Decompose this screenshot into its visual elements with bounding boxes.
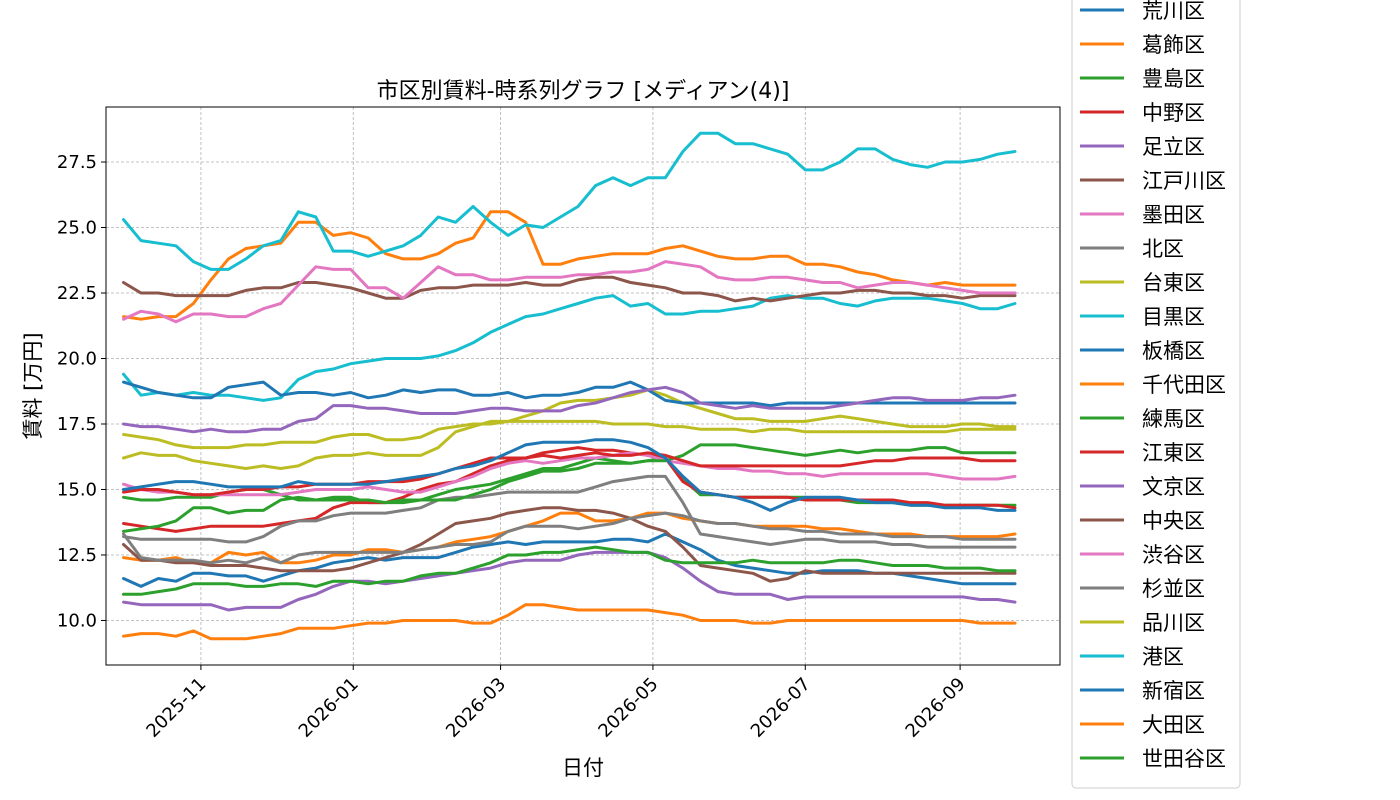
legend-label: 文京区	[1142, 475, 1205, 499]
grid-lines	[106, 107, 1060, 665]
legend-frame	[1071, 0, 1241, 789]
series-line-21	[122, 603, 1017, 641]
legend-label: 渋谷区	[1142, 543, 1205, 567]
series-line-7	[122, 474, 1017, 549]
x-tick-label: 2026-01	[295, 674, 363, 742]
series-line-20	[122, 438, 1017, 512]
y-tick-label: 20.0	[57, 348, 97, 369]
y-tick-label: 15.0	[57, 479, 97, 500]
y-axis-label: 賃料 [万円]	[21, 332, 45, 439]
legend-label: 台東区	[1142, 271, 1205, 295]
legend-label: 江東区	[1142, 441, 1205, 465]
legend-label: 品川区	[1142, 611, 1205, 635]
series-line-16	[122, 260, 1017, 324]
legend-label: 荒川区	[1142, 0, 1205, 23]
series-line-17	[122, 511, 1017, 565]
legend-label: 目黒区	[1142, 305, 1205, 329]
x-tick-label: 2026-09	[902, 674, 970, 742]
legend-label: 豊島区	[1142, 67, 1205, 91]
x-tick-label: 2026-05	[594, 674, 662, 742]
series-line-18	[122, 419, 1017, 450]
series-lines	[122, 131, 1017, 641]
legend-label: 板橋区	[1142, 339, 1205, 363]
series-line-5	[122, 506, 1017, 583]
x-tick-label: 2026-03	[442, 674, 510, 742]
legend-label: 杉並区	[1142, 577, 1205, 601]
legend-label: 大田区	[1142, 713, 1205, 737]
y-tick-label: 22.5	[57, 283, 97, 304]
legend-label: 港区	[1142, 645, 1184, 669]
y-tick-label: 10.0	[57, 610, 97, 631]
series-line-9	[122, 294, 1017, 402]
y-axis: 10.0 12.5 15.0 17.5 20.0 22.5 25.0 27.5	[57, 152, 106, 631]
legend-label: 江戸川区	[1142, 169, 1226, 193]
y-tick-label: 12.5	[57, 545, 97, 566]
x-tick-label: 2025-11	[142, 674, 210, 742]
x-axis: 2025-11 2026-01 2026-03 2026-05 2026-07 2026-…	[142, 665, 970, 742]
series-line-19	[122, 131, 1017, 271]
chart-title: 市区別賃料-時系列グラフ [メディアン(4)]	[377, 79, 790, 104]
legend-label: 墨田区	[1142, 203, 1205, 227]
series-line-22	[122, 545, 1017, 596]
series-line-2	[122, 456, 1017, 507]
series-line-11	[122, 210, 1017, 321]
legend-label: 葛飾区	[1142, 33, 1205, 57]
series-line-8	[122, 388, 1017, 470]
legend: 荒川区葛飾区豊島区中野区足立区江戸川区墨田区北区台東区目黒区板橋区千代田区練馬区…	[1071, 0, 1241, 789]
legend-label: 足立区	[1142, 135, 1205, 159]
series-line-14	[122, 385, 1017, 434]
series-line-15	[122, 275, 1017, 303]
legend-label: 北区	[1142, 237, 1184, 261]
series-line-4	[122, 550, 1017, 612]
legend-label: 練馬区	[1142, 407, 1205, 431]
legend-label: 新宿区	[1142, 679, 1205, 703]
y-tick-label: 27.5	[57, 152, 97, 173]
series-line-12	[122, 443, 1017, 533]
series-line-6	[122, 451, 1017, 497]
plot-frame	[105, 106, 1061, 666]
legend-label: 中央区	[1142, 509, 1205, 533]
legend-label: 千代田区	[1142, 373, 1226, 397]
y-tick-label: 17.5	[57, 414, 97, 435]
x-tick-label: 2026-07	[747, 674, 815, 742]
legend-label: 世田谷区	[1142, 747, 1226, 771]
x-axis-label: 日付	[562, 756, 604, 780]
y-tick-label: 25.0	[57, 218, 97, 239]
legend-label: 中野区	[1142, 101, 1205, 125]
